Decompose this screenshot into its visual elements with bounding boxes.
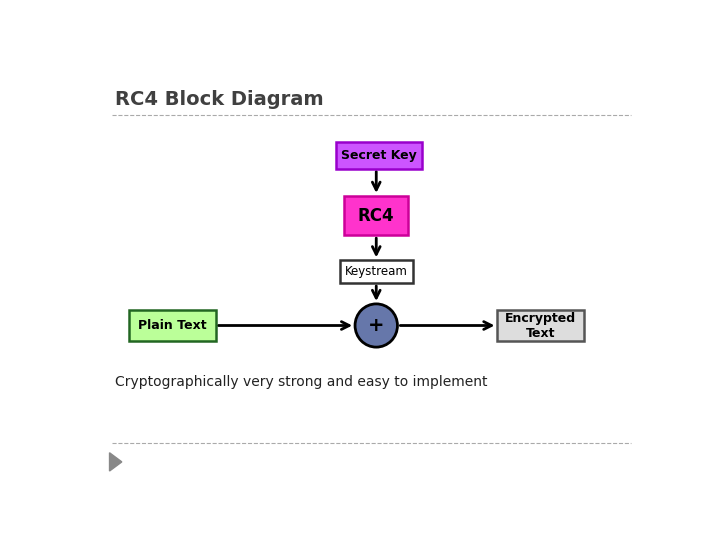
FancyBboxPatch shape [344,196,408,235]
Text: Cryptographically very strong and easy to implement: Cryptographically very strong and easy t… [115,375,487,389]
Text: RC4 Block Diagram: RC4 Block Diagram [115,90,324,109]
Text: Encrypted
Text: Encrypted Text [505,312,576,340]
Text: RC4: RC4 [358,206,395,225]
Polygon shape [109,453,122,471]
FancyBboxPatch shape [498,310,584,341]
FancyBboxPatch shape [129,310,215,341]
Text: Secret Key: Secret Key [341,148,417,162]
FancyBboxPatch shape [340,260,413,283]
Ellipse shape [355,304,397,347]
Text: +: + [368,316,384,335]
Text: Keystream: Keystream [345,265,408,278]
FancyBboxPatch shape [336,141,422,168]
Text: Plain Text: Plain Text [138,319,207,332]
